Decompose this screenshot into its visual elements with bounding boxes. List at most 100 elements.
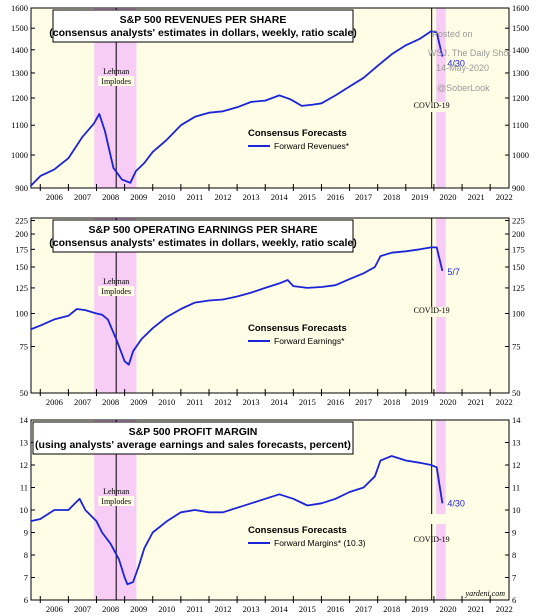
chart-title: S&P 500 PROFIT MARGIN <box>129 426 258 438</box>
y-tick-label: 1400 <box>11 45 28 55</box>
y-tick-label: 1600 <box>512 3 529 13</box>
y-tick-label: 14 <box>512 415 521 425</box>
y-tick-label: 900 <box>15 183 28 193</box>
x-tick-label: 2012 <box>215 604 232 614</box>
title-box <box>32 421 354 455</box>
x-tick-label: 2008 <box>102 604 119 614</box>
recession-shading <box>436 8 446 188</box>
end-value-label: 4/30 <box>447 59 465 69</box>
x-tick-label: 2017 <box>355 397 372 407</box>
y-tick-label: 1400 <box>512 45 529 55</box>
x-tick-label: 2013 <box>243 397 260 407</box>
annotation-backdrop <box>411 514 452 524</box>
x-tick-label: 2011 <box>187 604 204 614</box>
x-tick-label: 2018 <box>383 604 400 614</box>
x-tick-label: 2020 <box>439 192 456 202</box>
x-tick-label: 2009 <box>130 604 147 614</box>
x-tick-label: 2022 <box>496 192 513 202</box>
x-tick-label: 2009 <box>130 397 147 407</box>
title-box <box>52 9 354 43</box>
chart-panel-3: 6 6 7 7 8 8 9 9 10 10 11 11 12 12 13 13 14 14 2006 2007 2008… <box>20 415 522 614</box>
lehman-annotation: Lehman <box>103 487 129 496</box>
implodes-annotation: Implodes <box>101 287 131 296</box>
source-label: yardeni.com <box>465 589 506 598</box>
title-box <box>52 219 354 253</box>
x-tick-label: 2021 <box>468 192 485 202</box>
y-tick-label: 100 <box>15 309 28 319</box>
annotation-backdrop <box>98 286 135 296</box>
y-tick-label: 9 <box>512 528 516 538</box>
annotation-backdrop <box>411 307 452 317</box>
watermark-line: 14-May-2020 <box>436 63 489 73</box>
y-tick-label: 1500 <box>11 23 28 33</box>
x-tick-label: 2008 <box>102 397 119 407</box>
recession-shading <box>436 420 446 600</box>
x-tick-label: 2012 <box>215 192 232 202</box>
y-tick-label: 1600 <box>11 3 28 13</box>
watermark-line: WSJ. The Daily Shot <box>428 48 511 58</box>
y-tick-label: 11 <box>20 483 28 493</box>
x-tick-label: 2019 <box>411 192 428 202</box>
y-tick-label: 125 <box>512 283 525 293</box>
x-tick-label: 2022 <box>496 397 513 407</box>
annotation-backdrop <box>98 496 135 506</box>
x-tick-label: 2011 <box>187 397 204 407</box>
y-tick-label: 125 <box>15 283 28 293</box>
y-tick-label: 7 <box>24 573 28 583</box>
x-tick-label: 2014 <box>271 397 289 407</box>
annotation-backdrop <box>411 102 452 112</box>
y-tick-label: 200 <box>15 229 28 239</box>
x-tick-label: 2006 <box>46 604 63 614</box>
watermark-line: @SoberLook <box>437 83 490 93</box>
watermark-line: Posted on <box>432 29 473 39</box>
series-line <box>29 30 444 187</box>
x-tick-label: 2020 <box>439 397 456 407</box>
x-tick-label: 2018 <box>383 192 400 202</box>
y-tick-label: 1200 <box>11 93 28 103</box>
x-tick-label: 2015 <box>299 397 316 407</box>
x-tick-label: 2007 <box>74 397 91 407</box>
x-tick-label: 2012 <box>215 397 232 407</box>
y-tick-label: 13 <box>512 438 521 448</box>
x-tick-label: 2016 <box>327 397 344 407</box>
x-tick-label: 2021 <box>468 397 485 407</box>
covid-annotation: COVID-19 <box>414 306 450 315</box>
x-tick-label: 2010 <box>158 604 175 614</box>
x-tick-label: 2017 <box>355 604 372 614</box>
y-tick-label: 150 <box>15 262 28 272</box>
legend-series-label: Forward Revenues* <box>274 141 350 151</box>
y-tick-label: 7 <box>512 573 516 583</box>
y-tick-label: 1100 <box>11 120 28 130</box>
implodes-annotation: Implodes <box>101 77 131 86</box>
y-tick-label: 150 <box>512 262 525 272</box>
y-tick-label: 12 <box>512 460 521 470</box>
x-tick-label: 2019 <box>411 604 428 614</box>
x-tick-label: 2016 <box>327 604 344 614</box>
legend-heading: Consensus Forecasts <box>248 128 347 139</box>
y-tick-label: 1500 <box>512 23 529 33</box>
chart-title: S&P 500 REVENUES PER SHARE <box>120 14 287 26</box>
annotation-backdrop <box>98 76 135 86</box>
y-tick-label: 1300 <box>11 68 28 78</box>
x-tick-label: 2010 <box>158 192 175 202</box>
x-tick-label: 2022 <box>496 604 513 614</box>
y-tick-label: 225 <box>15 216 28 226</box>
y-tick-label: 9 <box>24 528 28 538</box>
y-tick-label: 100 <box>512 309 525 319</box>
y-tick-label: 8 <box>24 550 28 560</box>
y-tick-label: 13 <box>20 438 29 448</box>
chart-subtitle: (using analysts' average earnings and sa… <box>35 439 351 451</box>
y-tick-label: 1100 <box>512 120 529 130</box>
legend-heading: Consensus Forecasts <box>248 525 347 536</box>
y-tick-label: 10 <box>20 505 29 515</box>
y-tick-label: 1000 <box>11 150 28 160</box>
x-tick-label: 2016 <box>327 192 344 202</box>
end-value-label: 4/30 <box>447 498 465 508</box>
y-tick-label: 200 <box>512 229 525 239</box>
y-tick-label: 6 <box>24 595 28 605</box>
y-tick-label: 75 <box>512 342 521 352</box>
x-tick-label: 2008 <box>102 192 119 202</box>
legend-series-label: Forward Earnings* <box>274 336 345 346</box>
y-tick-label: 900 <box>512 183 525 193</box>
y-tick-label: 50 <box>512 388 521 398</box>
